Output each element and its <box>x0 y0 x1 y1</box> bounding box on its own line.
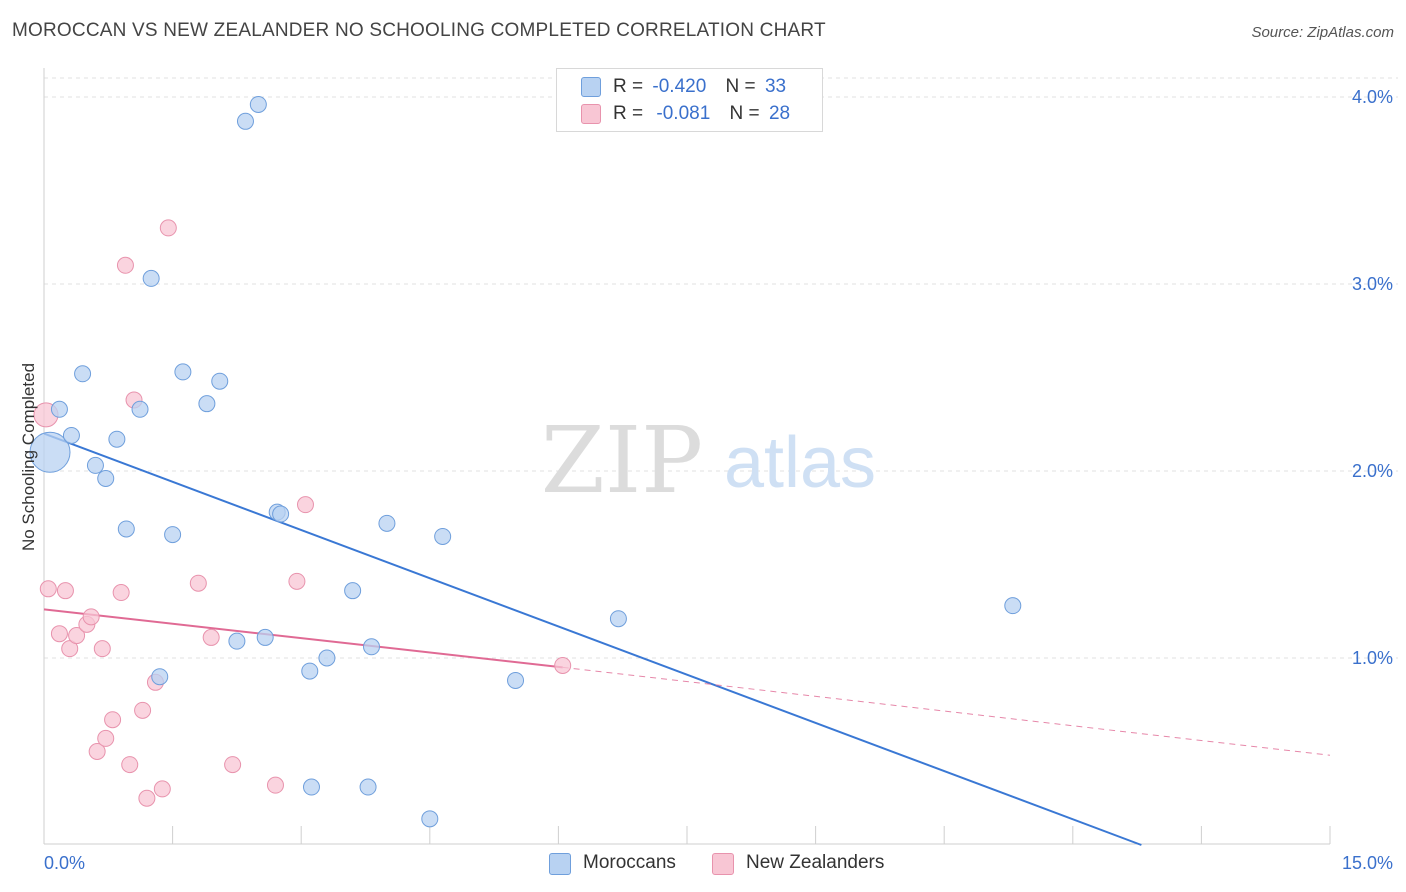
data-point-new-zealanders <box>202 628 220 646</box>
data-point-moroccans <box>62 426 80 444</box>
trend-line-moroccans <box>43 432 1142 846</box>
data-point-new-zealanders <box>104 711 122 729</box>
data-point-moroccans <box>421 810 439 828</box>
legend-n-label: N = <box>729 103 760 124</box>
data-point-moroccans <box>1004 597 1022 615</box>
data-point-moroccans <box>236 112 254 130</box>
data-point-moroccans <box>344 582 362 600</box>
data-point-moroccans <box>142 269 160 287</box>
tick-labels: 1.0% 2.0% 3.0% 4.0% 0.0% 15.0% <box>44 87 1393 873</box>
data-point-moroccans <box>50 400 68 418</box>
data-point-moroccans <box>434 527 452 545</box>
data-point-new-zealanders <box>224 756 242 774</box>
y-tick-label: 1.0% <box>1352 648 1393 668</box>
series-new-zealanders <box>33 219 572 807</box>
legend-r-value: -0.081 <box>656 103 711 124</box>
data-point-moroccans <box>74 365 92 383</box>
x-tick-label: 0.0% <box>44 853 85 873</box>
axes <box>43 68 1331 845</box>
watermark-zip: ZIP <box>541 407 703 514</box>
x-tick-label: 15.0% <box>1342 853 1393 873</box>
data-point-moroccans <box>174 363 192 381</box>
data-point-moroccans <box>29 431 71 473</box>
y-tick-label: 3.0% <box>1352 274 1393 294</box>
data-point-new-zealanders <box>50 625 68 643</box>
data-point-new-zealanders <box>112 584 130 602</box>
data-point-moroccans <box>198 395 216 413</box>
correlation-legend: R = -0.420 N = 33 R = -0.081 N = 28 <box>556 68 823 132</box>
data-point-new-zealanders <box>153 780 171 798</box>
bottom-legend-swatch-blue <box>549 853 571 875</box>
data-point-moroccans <box>211 372 229 390</box>
data-point-moroccans <box>359 778 377 796</box>
legend-n-value: 33 <box>764 76 787 97</box>
data-point-new-zealanders <box>554 656 572 674</box>
data-point-moroccans <box>228 632 246 650</box>
data-point-moroccans <box>318 649 336 667</box>
data-point-new-zealanders <box>68 627 86 645</box>
watermark-atlas: atlas <box>724 423 876 503</box>
data-point-new-zealanders <box>138 789 156 807</box>
legend-n-value: 28 <box>768 103 791 124</box>
bottom-legend-swatch-pink <box>712 853 734 875</box>
data-point-moroccans <box>151 668 169 686</box>
data-point-moroccans <box>609 610 627 628</box>
data-point-moroccans <box>301 662 319 680</box>
data-point-moroccans <box>507 671 525 689</box>
legend-r-label: R = <box>613 76 644 97</box>
data-point-new-zealanders <box>296 496 314 514</box>
data-point-moroccans <box>108 430 126 448</box>
data-point-moroccans <box>117 520 135 538</box>
legend-swatch-blue <box>581 77 601 97</box>
data-point-moroccans <box>164 526 182 544</box>
data-point-moroccans <box>249 95 267 113</box>
data-point-new-zealanders <box>97 729 115 747</box>
data-point-moroccans <box>363 638 381 656</box>
data-point-new-zealanders <box>56 582 74 600</box>
gridlines <box>44 77 1398 659</box>
legend-r-value: -0.420 <box>652 76 707 97</box>
legend-r-label: R = <box>613 103 644 124</box>
data-point-new-zealanders <box>93 640 111 658</box>
bottom-legend-label: New Zealanders <box>746 852 885 873</box>
trend-line-new-zealanders-extension <box>562 666 1331 756</box>
data-point-moroccans <box>272 505 290 523</box>
data-point-new-zealanders <box>121 756 139 774</box>
data-point-moroccans <box>86 456 104 474</box>
data-point-new-zealanders <box>116 256 134 274</box>
trend-line-new-zealanders <box>43 608 563 669</box>
y-tick-label: 4.0% <box>1352 87 1393 107</box>
data-point-moroccans <box>302 778 320 796</box>
data-point-moroccans <box>256 628 274 646</box>
bottom-legend-label: Moroccans <box>583 852 676 873</box>
data-point-new-zealanders <box>266 776 284 794</box>
data-point-new-zealanders <box>288 572 306 590</box>
y-axis-label: No Schooling Completed <box>19 363 38 551</box>
legend-n-label: N = <box>725 76 756 97</box>
chart-title: MOROCCAN VS NEW ZEALANDER NO SCHOOLING C… <box>12 20 826 41</box>
data-point-new-zealanders <box>134 701 152 719</box>
data-point-new-zealanders <box>88 743 106 760</box>
data-point-moroccans <box>97 469 115 487</box>
source-label: Source: ZipAtlas.com <box>1251 24 1394 41</box>
data-point-new-zealanders <box>189 574 207 592</box>
data-point-moroccans <box>131 400 149 418</box>
data-point-new-zealanders <box>159 219 177 237</box>
data-point-moroccans <box>378 514 396 532</box>
series-moroccans <box>29 95 1022 828</box>
data-point-new-zealanders <box>61 640 79 658</box>
data-point-new-zealanders <box>82 608 100 626</box>
data-point-new-zealanders <box>39 580 57 598</box>
y-tick-label: 2.0% <box>1352 461 1393 481</box>
trend-lines <box>43 432 1331 846</box>
legend-swatch-pink <box>581 104 601 124</box>
